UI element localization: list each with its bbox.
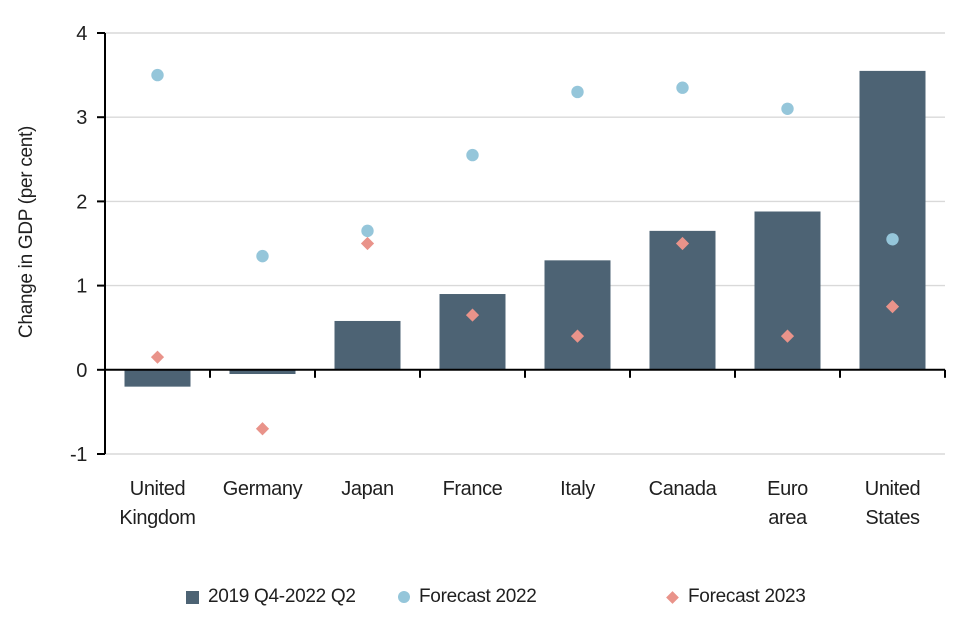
x-category-label-germany: Germany [223, 478, 303, 500]
y-tick-label--1: -1 [70, 444, 87, 466]
bar-germany [229, 369, 296, 375]
legend-item-forecast-2022: Forecast 2022 [398, 583, 537, 611]
x-category-label-united-kingdom: United Kingdom [119, 478, 195, 529]
bar-italy [544, 260, 611, 370]
marker-diamond-forecast-2023-canada [675, 236, 690, 251]
marker-circle-forecast-2022-japan [361, 224, 374, 238]
y-tick-label-4: 4 [76, 23, 87, 45]
legend-label-forecast-2022: Forecast 2022 [419, 586, 537, 607]
marker-diamond-forecast-2023-united-kingdom [150, 350, 165, 364]
y-tick-label-1: 1 [76, 276, 87, 298]
marker-diamond-forecast-2023-italy [570, 329, 585, 343]
marker-diamond-forecast-2023-euro-area [780, 329, 795, 343]
bar-euro-area [754, 211, 821, 370]
x-category-label-france: France [443, 478, 503, 500]
marker-diamond-forecast-2023-germany [255, 422, 270, 436]
y-tick-label-2: 2 [76, 191, 87, 213]
x-category-label-united-states: United States [865, 478, 920, 529]
marker-circle-forecast-2022-euro-area [781, 102, 794, 115]
legend-label-bar-series: 2019 Q4-2022 Q2 [208, 586, 356, 607]
marker-diamond-forecast-2023-france [465, 308, 480, 322]
bar-united-kingdom [124, 369, 191, 387]
legend: 2019 Q4-2022 Q2 Forecast 2022 Forecast 2… [0, 583, 960, 611]
marker-circle-forecast-2022-germany [256, 249, 269, 263]
x-category-label-italy: Italy [560, 478, 595, 500]
bar-united-states [859, 70, 926, 370]
y-tick-label-0: 0 [76, 360, 87, 382]
marker-circle-forecast-2022-canada [676, 81, 689, 94]
forecast-2023-swatch [666, 590, 679, 604]
x-category-label-euro-area: Euro area [767, 478, 808, 529]
bar-canada [649, 230, 716, 370]
x-category-label-canada: Canada [649, 478, 718, 500]
marker-circle-forecast-2022-united-kingdom [151, 68, 164, 82]
bar-japan [334, 320, 401, 370]
marker-diamond-forecast-2023-japan [360, 236, 375, 251]
bar-france [439, 294, 506, 370]
marker-diamond-forecast-2023-united-states [885, 300, 900, 314]
x-category-label-japan: Japan [341, 478, 394, 500]
marker-circle-forecast-2022-italy [571, 85, 584, 99]
legend-label-forecast-2023: Forecast 2023 [688, 586, 806, 607]
marker-circle-forecast-2022-united-states [886, 233, 899, 246]
bar-series-swatch [186, 590, 199, 604]
forecast-2022-swatch [398, 591, 410, 603]
legend-item-bar-series: 2019 Q4-2022 Q2 [186, 583, 356, 611]
legend-item-forecast-2023: Forecast 2023 [666, 583, 806, 611]
y-tick-label-3: 3 [76, 107, 87, 129]
marker-circle-forecast-2022-france [466, 148, 479, 162]
